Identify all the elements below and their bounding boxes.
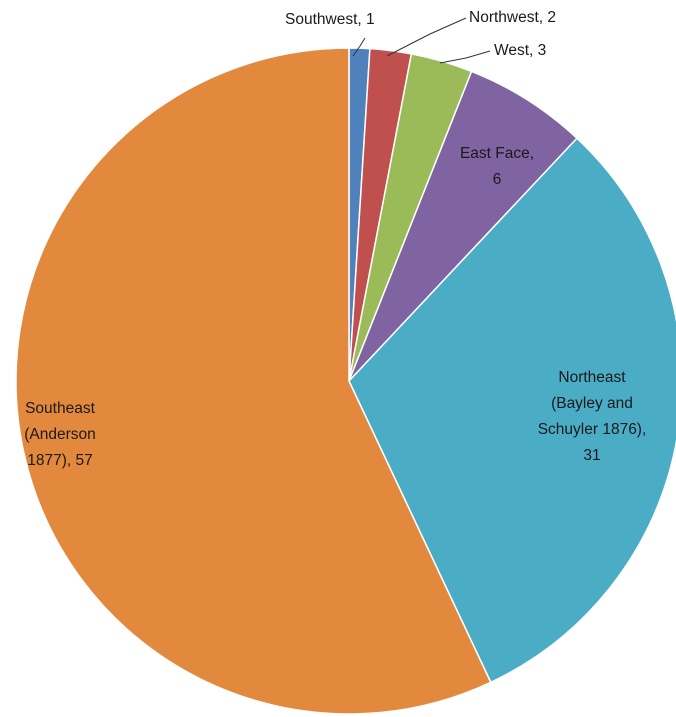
slice-label-southeast-anderson-1877: Southeast (Anderson 1877), 57	[24, 400, 96, 469]
slice-label-line: 1877), 57	[27, 452, 93, 469]
slice-label-line: Southwest, 1	[285, 11, 375, 28]
leader-line-southwest	[352, 37, 366, 57]
leader-line-west	[439, 50, 491, 64]
slice-label-southwest: Southwest, 1	[285, 11, 375, 28]
slice-label-line: Schuyler 1876),	[538, 421, 647, 438]
leader-lines	[352, 17, 491, 64]
slice-label-northwest: Northwest, 2	[469, 9, 556, 26]
slice-label-line: Southeast	[25, 400, 95, 417]
slice-label-east-face: East Face, 6	[460, 145, 534, 188]
pie-slice-southeast-anderson-1877	[15, 47, 492, 715]
slice-label-line: West, 3	[494, 42, 546, 59]
slice-label-line: Northwest, 2	[469, 9, 556, 26]
slice-label-west: West, 3	[494, 42, 546, 59]
slice-label-line: 31	[583, 447, 600, 464]
pie-slice-northeast-bayley-and-schuyler-1876	[348, 137, 676, 684]
slice-labels: Southwest, 1 Northwest, 2 West, 3 East Face…	[24, 9, 646, 469]
slice-label-line: (Bayley and	[551, 395, 633, 412]
slice-label-line: (Anderson	[24, 426, 96, 443]
slice-label-northeast-bayley-and-schuyler-1876: Northeast (Bayley and Schuyler 1876), 31	[538, 369, 647, 464]
pie-slice-east-face	[348, 70, 579, 382]
slice-label-line: Northeast	[558, 369, 626, 386]
leader-line-northwest	[386, 17, 467, 57]
slice-label-line: 6	[493, 171, 502, 188]
slice-label-line: East Face,	[460, 145, 534, 162]
pie-slices	[15, 47, 676, 715]
